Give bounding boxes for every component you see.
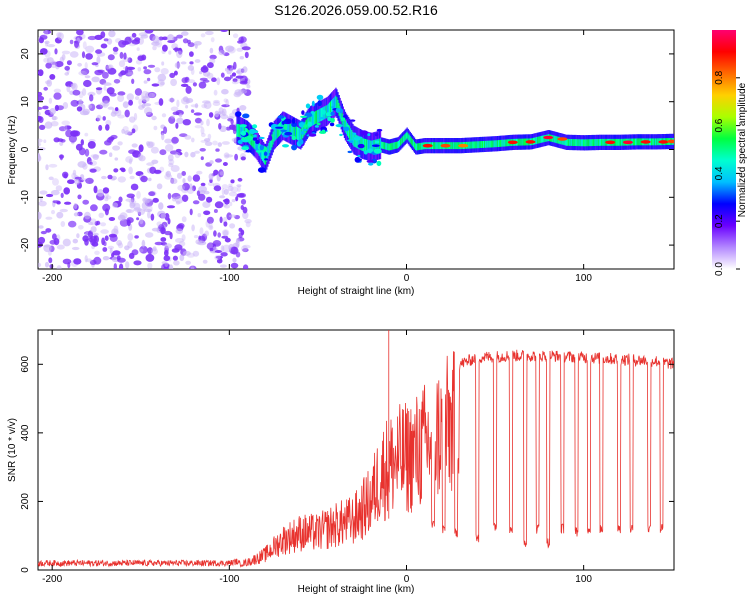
spectrogram-peak-3	[507, 140, 518, 145]
snr-xlabel: Height of straight line (km)	[298, 584, 415, 595]
spectrogram-xlabel: Height of straight line (km)	[298, 286, 415, 297]
snr-panel: -200 -100 0 100 0 200 400 600 Height of straigh…	[7, 329, 675, 595]
colorbar-tick-label: 0.0	[714, 262, 725, 276]
snr-axes: -200 -100 0 100 0 200 400 600	[20, 330, 674, 585]
spectrogram-peak-4	[525, 140, 536, 144]
y-tick-label: 10	[20, 96, 31, 108]
colorbar-gradient	[712, 30, 736, 269]
spectrogram-peak-0	[422, 143, 433, 148]
y-tick-label: 0	[20, 146, 31, 152]
spectrogram-peak-5	[543, 135, 554, 140]
y-tick-label: 200	[20, 493, 31, 510]
figure-title: S126.2026.059.00.52.R16	[274, 2, 438, 18]
spectrogram-data	[38, 30, 674, 269]
spectrogram-peak-7	[605, 140, 616, 145]
spectrogram-peak-2	[458, 143, 469, 148]
y-tick-label: 600	[20, 356, 31, 373]
spectrogram-peak-9	[640, 140, 651, 144]
spectrogram-peak-1	[440, 143, 451, 148]
y-tick-label: 0	[20, 567, 31, 573]
y-tick-label: -10	[20, 190, 31, 205]
spectrogram-peak-6	[557, 137, 568, 141]
y-tick-label: -20	[20, 237, 31, 252]
colorbar-tick-label: 0.6	[714, 118, 725, 132]
colorbar-ticks: 0.0 0.2 0.4 0.6 0.8	[714, 70, 740, 276]
y-tick-label: 20	[20, 48, 31, 60]
x-tick-label: -100	[219, 574, 239, 585]
spectrogram-peak-10	[658, 140, 669, 144]
y-tick-label: 400	[20, 424, 31, 441]
colorbar: 0.0 0.2 0.4 0.6 0.8 Normalized spectral ampl…	[712, 30, 748, 276]
x-tick-label: 0	[404, 273, 410, 284]
colorbar-tick-label: 0.4	[714, 166, 725, 180]
colorbar-tick-label: 0.2	[714, 214, 725, 228]
x-tick-label: -200	[42, 574, 62, 585]
x-tick-label: -200	[42, 273, 62, 284]
x-tick-label: -100	[219, 273, 239, 284]
colorbar-tick-label: 0.8	[714, 70, 725, 84]
snr-ylabel: SNR (10 * v/v)	[7, 418, 18, 482]
x-tick-label: 0	[404, 574, 410, 585]
spectrogram-peak-11	[667, 139, 674, 144]
spectrogram-peak-8	[622, 140, 633, 145]
x-tick-label: 100	[575, 574, 592, 585]
snr-series-line	[38, 349, 674, 568]
x-tick-label: 100	[575, 273, 592, 284]
colorbar-label: Normalized spectral amplitude	[737, 82, 748, 217]
spectrogram-ylabel: Frequency (Hz)	[7, 116, 18, 185]
